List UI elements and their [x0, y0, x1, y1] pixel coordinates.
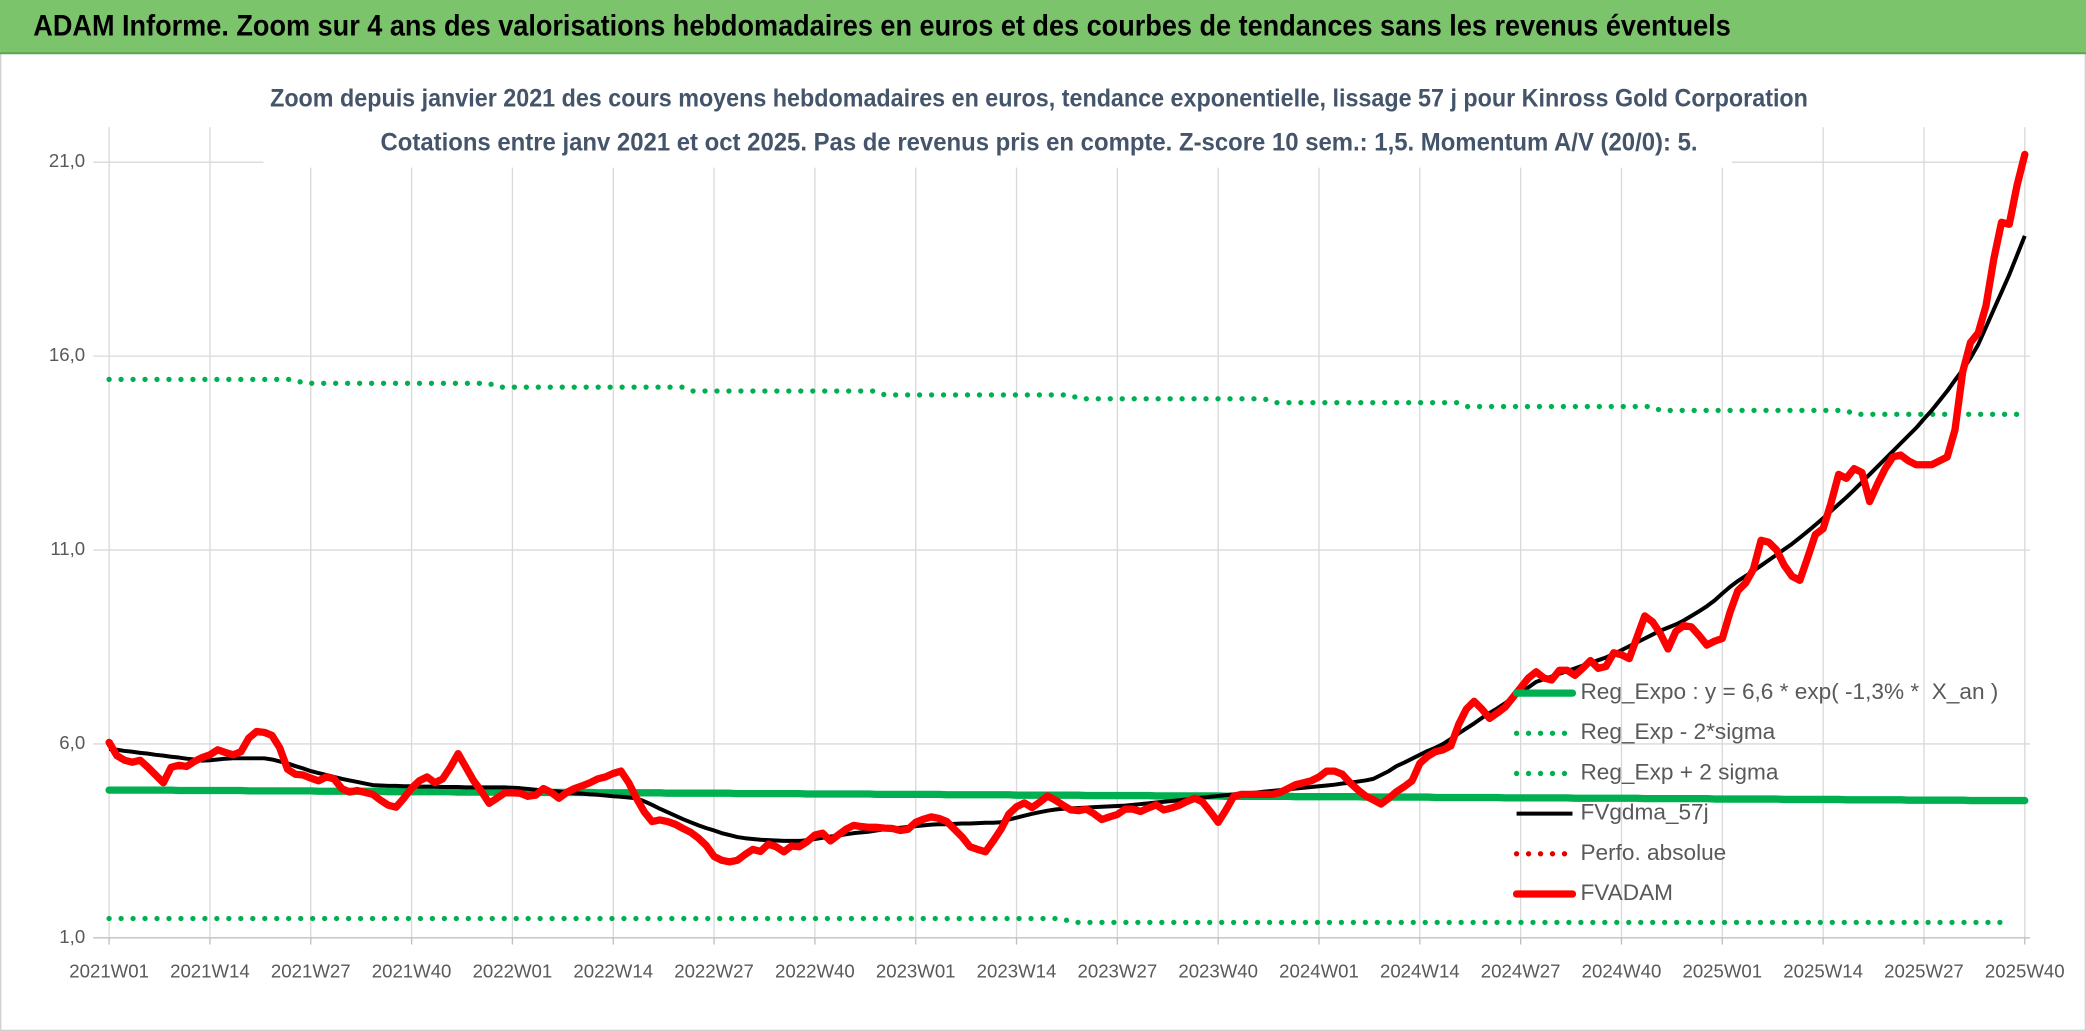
header-bar [0, 0, 2086, 54]
x-tick-label: 2022W40 [775, 960, 855, 981]
x-tick-label: 2025W40 [1985, 960, 2065, 981]
x-tick-label: 2023W14 [977, 960, 1057, 981]
legend-label: Reg_Exp + 2 sigma [1580, 759, 1778, 784]
legend-label: FVgdma_57j [1580, 800, 1708, 825]
x-tick-label: 2024W14 [1380, 960, 1460, 981]
x-tick-label: 2025W14 [1783, 960, 1863, 981]
title-background [263, 77, 1733, 168]
legend: Reg_Expo : y = 6,6 * exp( -1,3% * X_an )… [1512, 679, 1998, 905]
y-tick-label: 11,0 [50, 538, 85, 559]
x-tick-label: 2023W27 [1078, 960, 1158, 981]
legend-label: Reg_Expo : y = 6,6 * exp( -1,3% * X_an ) [1580, 679, 1998, 704]
x-tick-label: 2024W27 [1481, 960, 1561, 981]
x-tick-label: 2024W40 [1582, 960, 1662, 981]
header-title: ADAM Informe. Zoom sur 4 ans des valoris… [33, 11, 1730, 43]
x-tick-label: 2021W01 [69, 960, 149, 981]
x-tick-label: 2021W27 [271, 960, 351, 981]
x-tick-label: 2023W01 [876, 960, 956, 981]
plot-area: 1,0 6,0 11,0 16,0 21,0 2021W01 2021W14 2021W27 2… [49, 127, 2065, 981]
series-line [105, 786, 2029, 805]
x-tick-label: 2025W01 [1682, 960, 1762, 981]
x-tick-label: 2021W40 [372, 960, 452, 981]
y-tick-label: 21,0 [49, 150, 85, 171]
x-tick-label: 2022W01 [473, 960, 553, 981]
x-tick-label: 2023W40 [1178, 960, 1258, 981]
chart-titles: Zoom depuis janvier 2021 des cours moyen… [263, 77, 1808, 168]
y-tick-label: 1,0 [59, 926, 85, 947]
x-tick-label: 2022W27 [674, 960, 754, 981]
y-tick-label: 16,0 [49, 344, 85, 365]
legend-label: FVADAM [1580, 880, 1673, 905]
x-tick-label: 2024W01 [1279, 960, 1359, 981]
chart-subtitle: Cotations entre janv 2021 et oct 2025. P… [380, 128, 1697, 156]
chart-title: Zoom depuis janvier 2021 des cours moyen… [270, 84, 1808, 112]
series-line [106, 376, 2028, 417]
legend-label: Reg_Exp - 2*sigma [1580, 719, 1775, 744]
x-tick-label: 2025W27 [1884, 960, 1964, 981]
legend-label: Perfo. absolue [1580, 840, 1726, 865]
x-tick-label: 2021W14 [170, 960, 250, 981]
y-tick-label: 6,0 [59, 732, 85, 753]
x-tick-label: 2022W14 [573, 960, 653, 981]
series-line [105, 150, 2029, 866]
